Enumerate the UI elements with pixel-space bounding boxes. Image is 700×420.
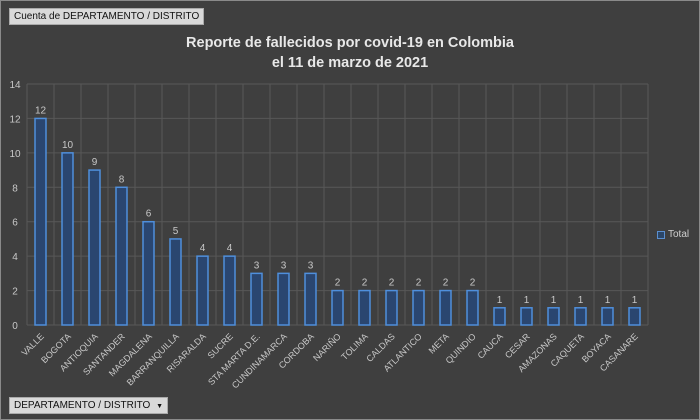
legend-label: Total (668, 229, 690, 240)
data-label: 1 (524, 295, 530, 306)
bar (493, 307, 506, 326)
x-tick-label: CAUCA (476, 331, 505, 360)
data-label: 4 (227, 243, 233, 254)
x-tick-label: META (427, 331, 451, 355)
bar (61, 152, 74, 326)
bar (628, 307, 641, 326)
bar (169, 238, 182, 326)
y-tick-label: 12 (9, 114, 21, 125)
bar (304, 272, 317, 326)
data-label: 3 (308, 260, 314, 271)
data-label: 1 (497, 295, 503, 306)
axis-field-button[interactable]: DEPARTAMENTO / DISTRITO ▼ (9, 397, 169, 414)
bar (547, 307, 560, 326)
y-tick-label: 0 (12, 321, 18, 332)
legend: Total (657, 229, 689, 240)
chart-title-line-1: Reporte de fallecidos por covid-19 en Co… (186, 35, 514, 51)
triangle-down-icon: ▼ (156, 403, 164, 410)
y-tick-label: 10 (9, 149, 21, 160)
y-tick-label: 4 (12, 252, 18, 263)
bar (142, 220, 155, 326)
bar (196, 255, 209, 326)
data-label: 2 (389, 278, 395, 289)
data-label: 2 (416, 278, 422, 289)
y-tick-label: 6 (12, 218, 18, 229)
data-label: 1 (578, 295, 584, 306)
chart-title: Reporte de fallecidos por covid-19 en Co… (0, 33, 700, 73)
legend-swatch (657, 230, 665, 239)
data-label: 12 (35, 105, 47, 116)
bar (88, 169, 101, 326)
bar (331, 289, 344, 326)
chart-title-line-2: el 11 de marzo de 2021 (271, 55, 429, 71)
data-label: 6 (146, 209, 152, 220)
bar (358, 289, 371, 326)
bar (574, 307, 587, 326)
data-label: 2 (335, 278, 341, 289)
data-label: 5 (173, 226, 179, 237)
data-label: 1 (632, 295, 638, 306)
bar (439, 289, 452, 326)
bar (466, 289, 479, 326)
bar (277, 272, 290, 326)
y-tick-label: 14 (9, 80, 21, 91)
data-label: 1 (605, 295, 611, 306)
bar (412, 289, 425, 326)
bar (250, 272, 263, 326)
data-label: 3 (281, 260, 287, 271)
data-label: 9 (92, 157, 98, 168)
data-label: 1 (551, 295, 557, 306)
data-label: 10 (62, 140, 74, 151)
bar (601, 307, 614, 326)
data-label: 8 (119, 174, 125, 185)
bar (34, 117, 47, 326)
value-field-button[interactable]: Cuenta de DEPARTAMENTO / DISTRITO (9, 8, 205, 25)
y-tick-label: 8 (12, 183, 18, 194)
y-tick-label: 2 (12, 287, 18, 298)
x-tick-label: NARIÑO (311, 331, 343, 363)
data-label: 2 (443, 278, 449, 289)
bar (223, 255, 236, 326)
x-tick-label: VALLE (19, 331, 45, 357)
bar (385, 289, 398, 326)
axis-field-label: DEPARTAMENTO / DISTRITO (14, 400, 151, 411)
data-label: 4 (200, 243, 206, 254)
data-label: 2 (470, 278, 476, 289)
data-label: 3 (254, 260, 260, 271)
bar (520, 307, 533, 326)
data-label: 2 (362, 278, 368, 289)
bar (115, 186, 128, 326)
